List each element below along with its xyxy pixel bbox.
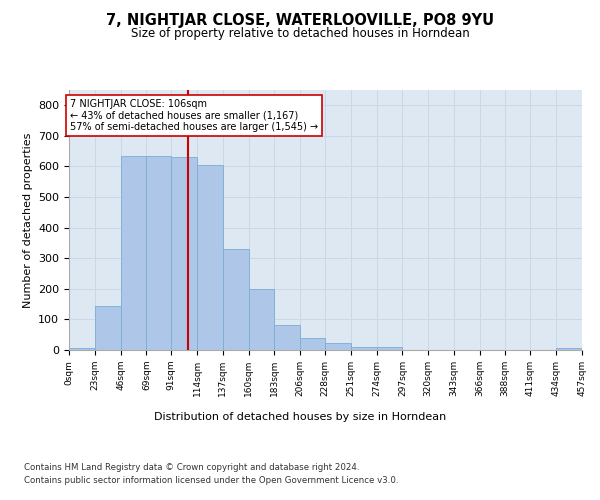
Bar — [274, 325, 300, 350]
Bar — [171, 158, 197, 350]
Bar — [377, 347, 403, 350]
Bar — [197, 165, 223, 350]
Text: Distribution of detached houses by size in Horndean: Distribution of detached houses by size … — [154, 412, 446, 422]
Bar — [121, 156, 146, 350]
Text: 7, NIGHTJAR CLOSE, WATERLOOVILLE, PO8 9YU: 7, NIGHTJAR CLOSE, WATERLOOVILLE, PO8 9Y… — [106, 12, 494, 28]
Text: Size of property relative to detached houses in Horndean: Size of property relative to detached ho… — [131, 28, 469, 40]
Bar — [556, 348, 582, 350]
Text: Contains public sector information licensed under the Open Government Licence v3: Contains public sector information licen… — [24, 476, 398, 485]
Bar — [223, 249, 248, 350]
Bar — [248, 289, 274, 350]
Text: Contains HM Land Registry data © Crown copyright and database right 2024.: Contains HM Land Registry data © Crown c… — [24, 462, 359, 471]
Bar — [146, 156, 171, 350]
Bar — [325, 343, 351, 350]
Y-axis label: Number of detached properties: Number of detached properties — [23, 132, 32, 308]
Bar — [95, 306, 121, 350]
Text: 7 NIGHTJAR CLOSE: 106sqm
← 43% of detached houses are smaller (1,167)
57% of sem: 7 NIGHTJAR CLOSE: 106sqm ← 43% of detach… — [70, 99, 318, 132]
Bar — [300, 338, 325, 350]
Bar — [69, 348, 95, 350]
Bar — [351, 347, 377, 350]
